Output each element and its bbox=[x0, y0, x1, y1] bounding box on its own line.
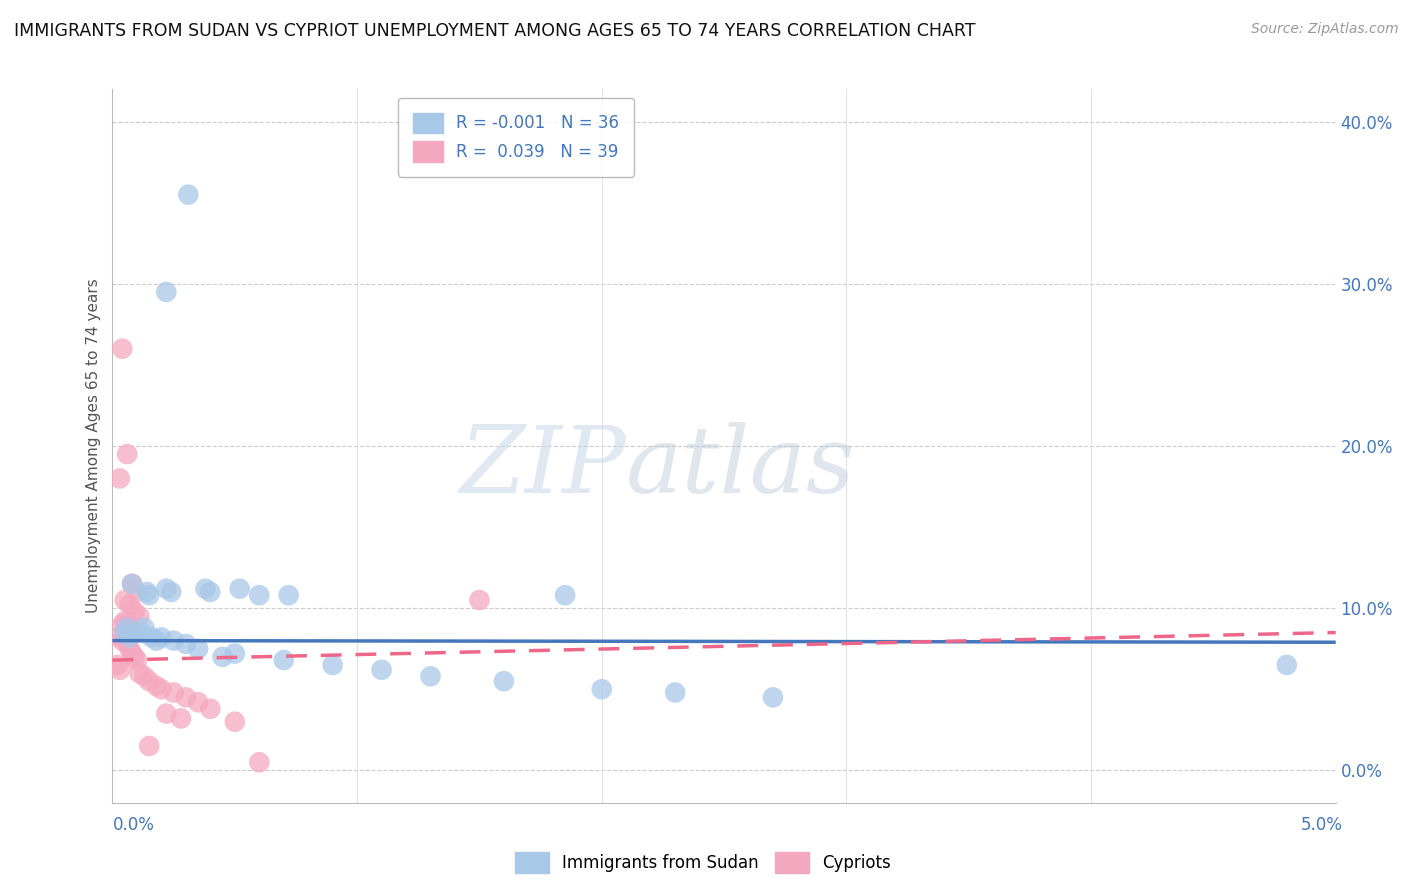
Point bbox=[468, 593, 491, 607]
Point bbox=[131, 625, 153, 640]
Point bbox=[115, 621, 138, 635]
Point bbox=[108, 663, 131, 677]
Point bbox=[277, 588, 299, 602]
Point bbox=[664, 685, 686, 699]
Point bbox=[228, 582, 250, 596]
Point bbox=[419, 669, 441, 683]
Point bbox=[114, 593, 136, 607]
Text: atlas: atlas bbox=[626, 423, 856, 512]
Point bbox=[163, 633, 186, 648]
Legend: R = -0.001   N = 36, R =  0.039   N = 39: R = -0.001 N = 36, R = 0.039 N = 39 bbox=[398, 97, 634, 177]
Point bbox=[134, 669, 156, 683]
Point bbox=[118, 598, 141, 612]
Point bbox=[247, 588, 270, 602]
Point bbox=[155, 285, 177, 299]
Point bbox=[174, 637, 197, 651]
Point bbox=[114, 625, 136, 640]
Point bbox=[111, 342, 134, 356]
Point bbox=[160, 585, 183, 599]
Point bbox=[138, 588, 160, 602]
Point bbox=[125, 653, 148, 667]
Point bbox=[145, 633, 167, 648]
Point bbox=[170, 711, 193, 725]
Point bbox=[273, 653, 295, 667]
Point bbox=[121, 577, 143, 591]
Point bbox=[150, 631, 173, 645]
Point bbox=[492, 674, 515, 689]
Point bbox=[177, 187, 200, 202]
Point bbox=[145, 679, 167, 693]
Point bbox=[194, 582, 217, 596]
Point bbox=[141, 631, 163, 645]
Point bbox=[124, 649, 146, 664]
Text: Source: ZipAtlas.com: Source: ZipAtlas.com bbox=[1251, 22, 1399, 37]
Point bbox=[114, 614, 136, 628]
Point bbox=[174, 690, 197, 705]
Point bbox=[118, 625, 141, 640]
Point bbox=[118, 641, 141, 656]
Point bbox=[114, 629, 136, 643]
Point bbox=[128, 666, 150, 681]
Point bbox=[124, 604, 146, 618]
Point bbox=[138, 674, 160, 689]
Point bbox=[134, 621, 156, 635]
Point bbox=[121, 621, 143, 635]
Point bbox=[554, 588, 576, 602]
Point bbox=[108, 471, 131, 485]
Y-axis label: Unemployment Among Ages 65 to 74 years: Unemployment Among Ages 65 to 74 years bbox=[86, 278, 101, 614]
Point bbox=[128, 609, 150, 624]
Point bbox=[762, 690, 785, 705]
Point bbox=[200, 702, 222, 716]
Point bbox=[150, 682, 173, 697]
Point bbox=[163, 685, 186, 699]
Point bbox=[135, 585, 157, 599]
Point bbox=[111, 617, 134, 632]
Point bbox=[224, 647, 246, 661]
Point bbox=[155, 706, 177, 721]
Point bbox=[187, 641, 209, 656]
Text: IMMIGRANTS FROM SUDAN VS CYPRIOT UNEMPLOYMENT AMONG AGES 65 TO 74 YEARS CORRELAT: IMMIGRANTS FROM SUDAN VS CYPRIOT UNEMPLO… bbox=[14, 22, 976, 40]
Legend: Immigrants from Sudan, Cypriots: Immigrants from Sudan, Cypriots bbox=[509, 846, 897, 880]
Point bbox=[121, 577, 143, 591]
Text: 5.0%: 5.0% bbox=[1301, 816, 1343, 834]
Point bbox=[125, 585, 148, 599]
Point bbox=[121, 647, 143, 661]
Point bbox=[138, 739, 160, 753]
Point bbox=[224, 714, 246, 729]
Point bbox=[115, 447, 138, 461]
Text: ZIP: ZIP bbox=[460, 423, 626, 512]
Point bbox=[111, 633, 134, 648]
Point bbox=[1275, 657, 1298, 672]
Point bbox=[200, 585, 222, 599]
Point bbox=[211, 649, 233, 664]
Point bbox=[187, 695, 209, 709]
Point bbox=[247, 756, 270, 770]
Point bbox=[370, 663, 392, 677]
Text: 0.0%: 0.0% bbox=[112, 816, 155, 834]
Point bbox=[155, 582, 177, 596]
Point bbox=[115, 637, 138, 651]
Point bbox=[115, 617, 138, 632]
Point bbox=[105, 657, 128, 672]
Point bbox=[108, 631, 131, 645]
Point bbox=[591, 682, 613, 697]
Point bbox=[322, 657, 344, 672]
Point bbox=[118, 631, 141, 645]
Point bbox=[125, 625, 148, 640]
